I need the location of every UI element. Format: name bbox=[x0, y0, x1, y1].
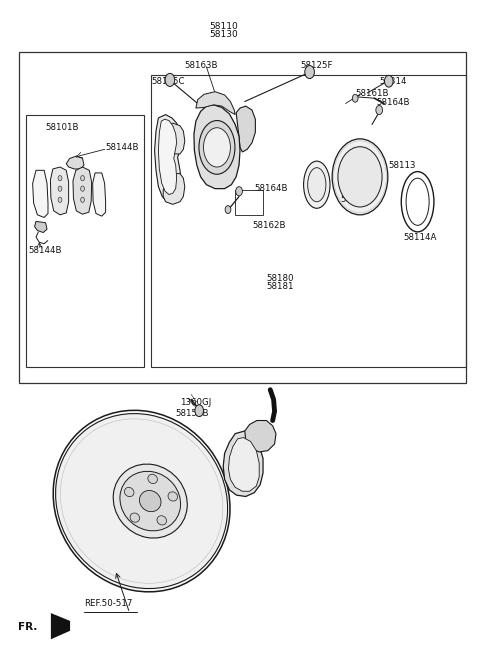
Polygon shape bbox=[223, 431, 263, 496]
Polygon shape bbox=[236, 106, 255, 152]
Ellipse shape bbox=[53, 410, 230, 592]
Ellipse shape bbox=[120, 472, 180, 531]
Ellipse shape bbox=[140, 491, 161, 512]
Text: 58110: 58110 bbox=[209, 22, 238, 31]
Text: 58180: 58180 bbox=[266, 274, 294, 283]
Ellipse shape bbox=[308, 168, 326, 202]
Text: 58113: 58113 bbox=[389, 160, 416, 170]
Text: 58164B: 58164B bbox=[377, 98, 410, 107]
Ellipse shape bbox=[130, 513, 140, 522]
Text: 58130: 58130 bbox=[209, 29, 238, 39]
Circle shape bbox=[332, 139, 388, 215]
Polygon shape bbox=[51, 613, 70, 639]
Ellipse shape bbox=[304, 161, 330, 208]
Text: 58144B: 58144B bbox=[29, 246, 62, 255]
Circle shape bbox=[165, 73, 175, 86]
Polygon shape bbox=[228, 438, 259, 491]
Text: 58101B: 58101B bbox=[46, 123, 79, 132]
Circle shape bbox=[58, 176, 62, 181]
Text: REF.50-517: REF.50-517 bbox=[84, 599, 132, 608]
Text: 58161B: 58161B bbox=[355, 88, 389, 98]
Text: FR.: FR. bbox=[18, 622, 37, 633]
Polygon shape bbox=[196, 92, 235, 115]
Ellipse shape bbox=[113, 464, 187, 538]
Polygon shape bbox=[158, 119, 177, 195]
Circle shape bbox=[236, 187, 242, 196]
Circle shape bbox=[195, 405, 204, 417]
Text: 58125F: 58125F bbox=[300, 61, 333, 70]
Polygon shape bbox=[93, 173, 106, 216]
Text: 58314: 58314 bbox=[379, 77, 407, 86]
Circle shape bbox=[81, 176, 84, 181]
Bar bbox=[19, 52, 466, 383]
Text: 58163B: 58163B bbox=[185, 61, 218, 70]
Text: 58151B: 58151B bbox=[175, 409, 209, 419]
Text: 1360GJ: 1360GJ bbox=[180, 398, 211, 407]
Text: 58144B: 58144B bbox=[106, 143, 139, 152]
Circle shape bbox=[338, 147, 382, 207]
Circle shape bbox=[81, 186, 84, 191]
Polygon shape bbox=[245, 421, 276, 452]
Text: 58112: 58112 bbox=[341, 195, 368, 204]
Polygon shape bbox=[163, 174, 185, 204]
Circle shape bbox=[352, 94, 358, 102]
Ellipse shape bbox=[148, 474, 157, 483]
Bar bbox=[26, 115, 144, 367]
Polygon shape bbox=[73, 167, 92, 214]
Bar bbox=[235, 190, 263, 215]
Circle shape bbox=[305, 66, 314, 79]
Circle shape bbox=[58, 186, 62, 191]
Ellipse shape bbox=[157, 515, 167, 525]
Circle shape bbox=[225, 206, 231, 214]
Circle shape bbox=[376, 105, 383, 115]
Text: 58162B: 58162B bbox=[252, 221, 286, 231]
Polygon shape bbox=[163, 123, 185, 154]
Text: 58164B: 58164B bbox=[254, 184, 288, 193]
Ellipse shape bbox=[199, 121, 235, 174]
Polygon shape bbox=[33, 170, 48, 217]
Circle shape bbox=[81, 197, 84, 202]
Bar bbox=[151, 75, 466, 367]
Polygon shape bbox=[50, 167, 69, 215]
Polygon shape bbox=[155, 115, 181, 203]
Text: 58181: 58181 bbox=[266, 282, 294, 291]
Ellipse shape bbox=[124, 487, 134, 496]
Text: 58114A: 58114A bbox=[403, 233, 437, 242]
Polygon shape bbox=[35, 221, 47, 233]
Circle shape bbox=[58, 197, 62, 202]
Ellipse shape bbox=[204, 128, 230, 167]
Ellipse shape bbox=[56, 413, 228, 589]
Polygon shape bbox=[194, 105, 240, 189]
Polygon shape bbox=[66, 156, 84, 169]
Ellipse shape bbox=[168, 492, 178, 501]
Circle shape bbox=[384, 75, 393, 87]
Text: 58125C: 58125C bbox=[151, 77, 185, 86]
